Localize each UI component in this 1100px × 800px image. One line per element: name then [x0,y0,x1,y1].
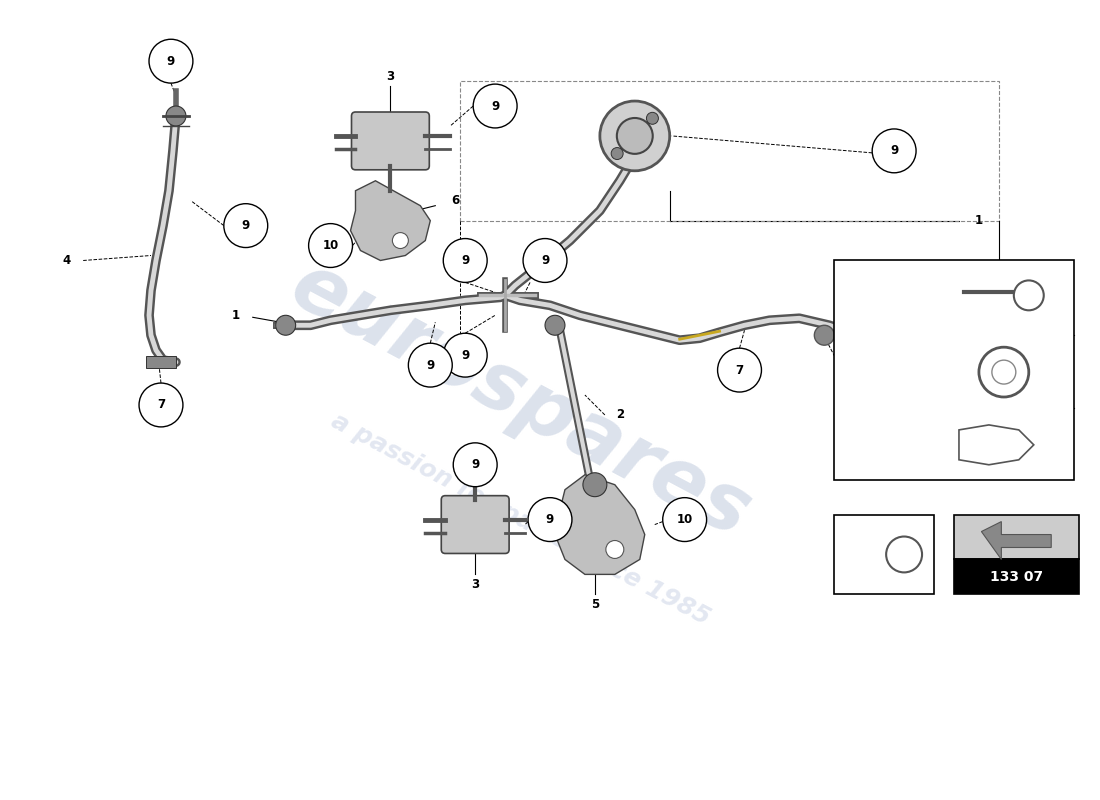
Circle shape [528,498,572,542]
Circle shape [1014,281,1044,310]
Bar [460,81,999,221]
Text: 11: 11 [851,383,867,397]
Text: 9: 9 [461,349,470,362]
Circle shape [717,348,761,392]
Bar [954,559,1079,594]
Circle shape [583,473,607,497]
Text: 1: 1 [975,214,983,227]
Circle shape [874,375,904,405]
Text: 9: 9 [546,513,554,526]
Circle shape [453,443,497,486]
Bar [834,514,934,594]
Text: 10: 10 [322,239,339,252]
Circle shape [139,383,183,427]
Text: 6: 6 [451,194,460,207]
Circle shape [443,238,487,282]
Circle shape [408,343,452,387]
Text: 3: 3 [471,578,480,591]
Text: 7: 7 [157,398,165,411]
Text: 9: 9 [471,458,480,471]
Text: 9: 9 [167,54,175,68]
Circle shape [612,147,623,159]
Text: 9: 9 [855,366,864,378]
Text: 7: 7 [855,438,864,451]
Text: 9: 9 [426,358,434,372]
Text: 7: 7 [736,364,744,377]
Text: 8: 8 [874,358,883,372]
Bar [834,261,1074,480]
Text: eurospares: eurospares [277,246,763,554]
Circle shape [662,498,706,542]
Text: 9: 9 [890,144,899,158]
Polygon shape [556,474,645,574]
FancyBboxPatch shape [441,496,509,554]
Circle shape [979,347,1028,397]
Polygon shape [351,181,430,261]
Text: 9: 9 [541,254,549,267]
Circle shape [872,129,916,173]
Circle shape [606,541,624,558]
Text: 1: 1 [975,338,983,352]
Circle shape [309,224,352,267]
Circle shape [166,106,186,126]
Text: 3: 3 [386,70,395,82]
Circle shape [393,233,408,249]
Text: 4: 4 [62,254,70,267]
Text: 5: 5 [591,598,600,610]
FancyBboxPatch shape [352,112,429,170]
Circle shape [524,238,567,282]
Circle shape [223,204,267,247]
Circle shape [544,315,565,335]
Circle shape [617,118,652,154]
Circle shape [814,326,834,345]
Bar [146,356,176,368]
Text: 133 07: 133 07 [990,570,1043,584]
Circle shape [473,84,517,128]
Circle shape [887,537,922,572]
Circle shape [877,334,901,357]
Text: 9: 9 [461,254,470,267]
Bar [954,514,1079,559]
Text: a passion for parts since 1985: a passion for parts since 1985 [327,409,714,630]
Circle shape [992,360,1015,384]
Text: 1: 1 [232,309,240,322]
Polygon shape [981,522,1052,559]
Text: 2: 2 [616,409,624,422]
Circle shape [837,368,881,412]
Text: 10: 10 [850,289,868,302]
Text: 10: 10 [676,513,693,526]
Circle shape [647,112,659,124]
Text: 9: 9 [242,219,250,232]
Circle shape [600,101,670,170]
Circle shape [148,39,192,83]
Circle shape [276,315,296,335]
Circle shape [443,334,487,377]
Text: 11: 11 [850,548,868,561]
Text: 9: 9 [491,99,499,113]
